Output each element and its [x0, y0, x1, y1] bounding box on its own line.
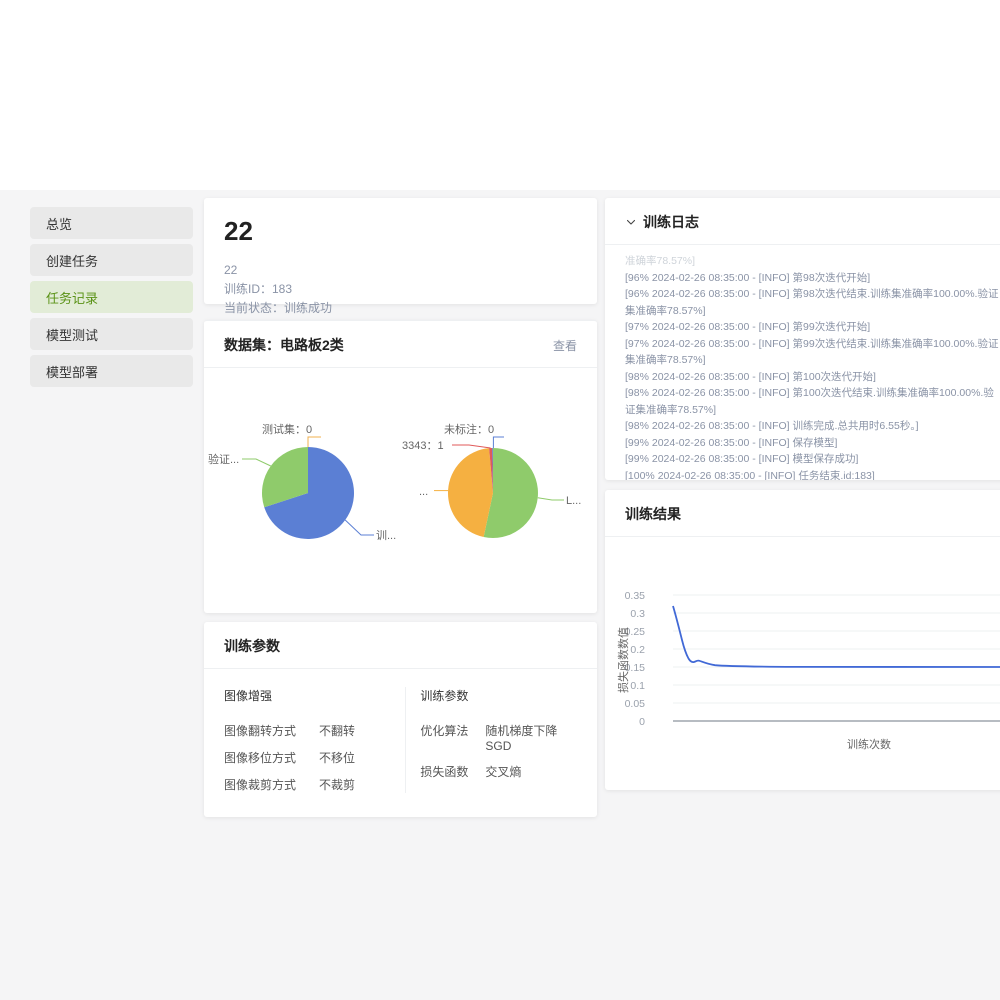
svg-text:0: 0 [639, 716, 645, 728]
svg-text:3343：1: 3343：1 [402, 440, 444, 452]
svg-text:损失函数数值: 损失函数数值 [616, 627, 630, 693]
svg-text:未标注：0: 未标注：0 [444, 422, 494, 436]
svg-text:0.05: 0.05 [625, 698, 646, 710]
svg-text:0.35: 0.35 [625, 590, 646, 602]
svg-text:0.1: 0.1 [630, 680, 645, 692]
svg-text:测试集：0: 测试集：0 [262, 422, 312, 436]
svg-text:0.2: 0.2 [630, 644, 645, 656]
svg-text:训练次数: 训练次数 [847, 737, 891, 751]
svg-text:...: ... [419, 486, 428, 498]
svg-text:训...: 训... [376, 529, 396, 542]
svg-text:L...: L... [566, 495, 581, 507]
svg-text:验证...: 验证... [208, 452, 239, 466]
svg-text:0.3: 0.3 [630, 608, 645, 620]
